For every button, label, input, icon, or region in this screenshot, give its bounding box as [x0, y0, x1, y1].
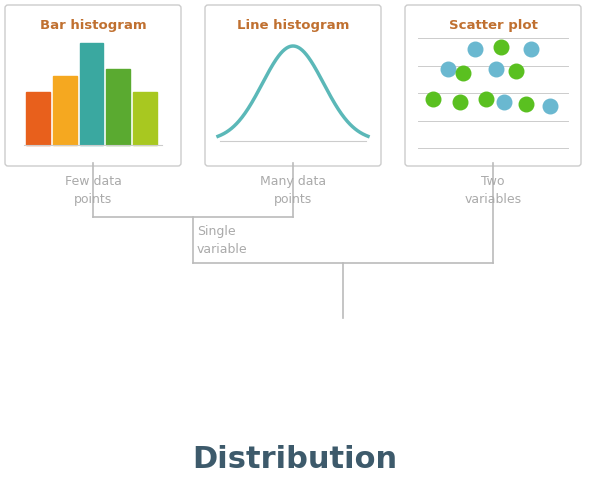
Point	[499, 98, 508, 106]
Bar	[133, 92, 157, 145]
FancyBboxPatch shape	[205, 5, 381, 166]
Point	[444, 65, 453, 73]
Bar	[26, 92, 50, 145]
Point	[491, 65, 501, 73]
Bar	[53, 76, 77, 145]
Text: Bar histogram: Bar histogram	[39, 20, 146, 32]
Bar	[80, 43, 104, 145]
Text: Few data
points: Few data points	[65, 175, 121, 206]
Text: Line histogram: Line histogram	[237, 20, 349, 32]
Text: Scatter plot: Scatter plot	[449, 20, 537, 32]
Point	[470, 45, 479, 53]
Text: Two
variables: Two variables	[465, 175, 522, 206]
FancyBboxPatch shape	[405, 5, 581, 166]
Point	[455, 98, 465, 106]
Point	[428, 94, 438, 102]
FancyBboxPatch shape	[5, 5, 181, 166]
Point	[526, 45, 535, 53]
Point	[481, 94, 490, 102]
Point	[458, 69, 468, 77]
Bar	[107, 69, 130, 145]
Text: Many data
points: Many data points	[260, 175, 326, 206]
Text: Distribution: Distribution	[192, 446, 397, 474]
Point	[511, 67, 520, 75]
Point	[545, 102, 555, 110]
Text: Single
variable: Single variable	[197, 225, 247, 256]
Point	[496, 43, 505, 51]
Point	[521, 100, 531, 108]
